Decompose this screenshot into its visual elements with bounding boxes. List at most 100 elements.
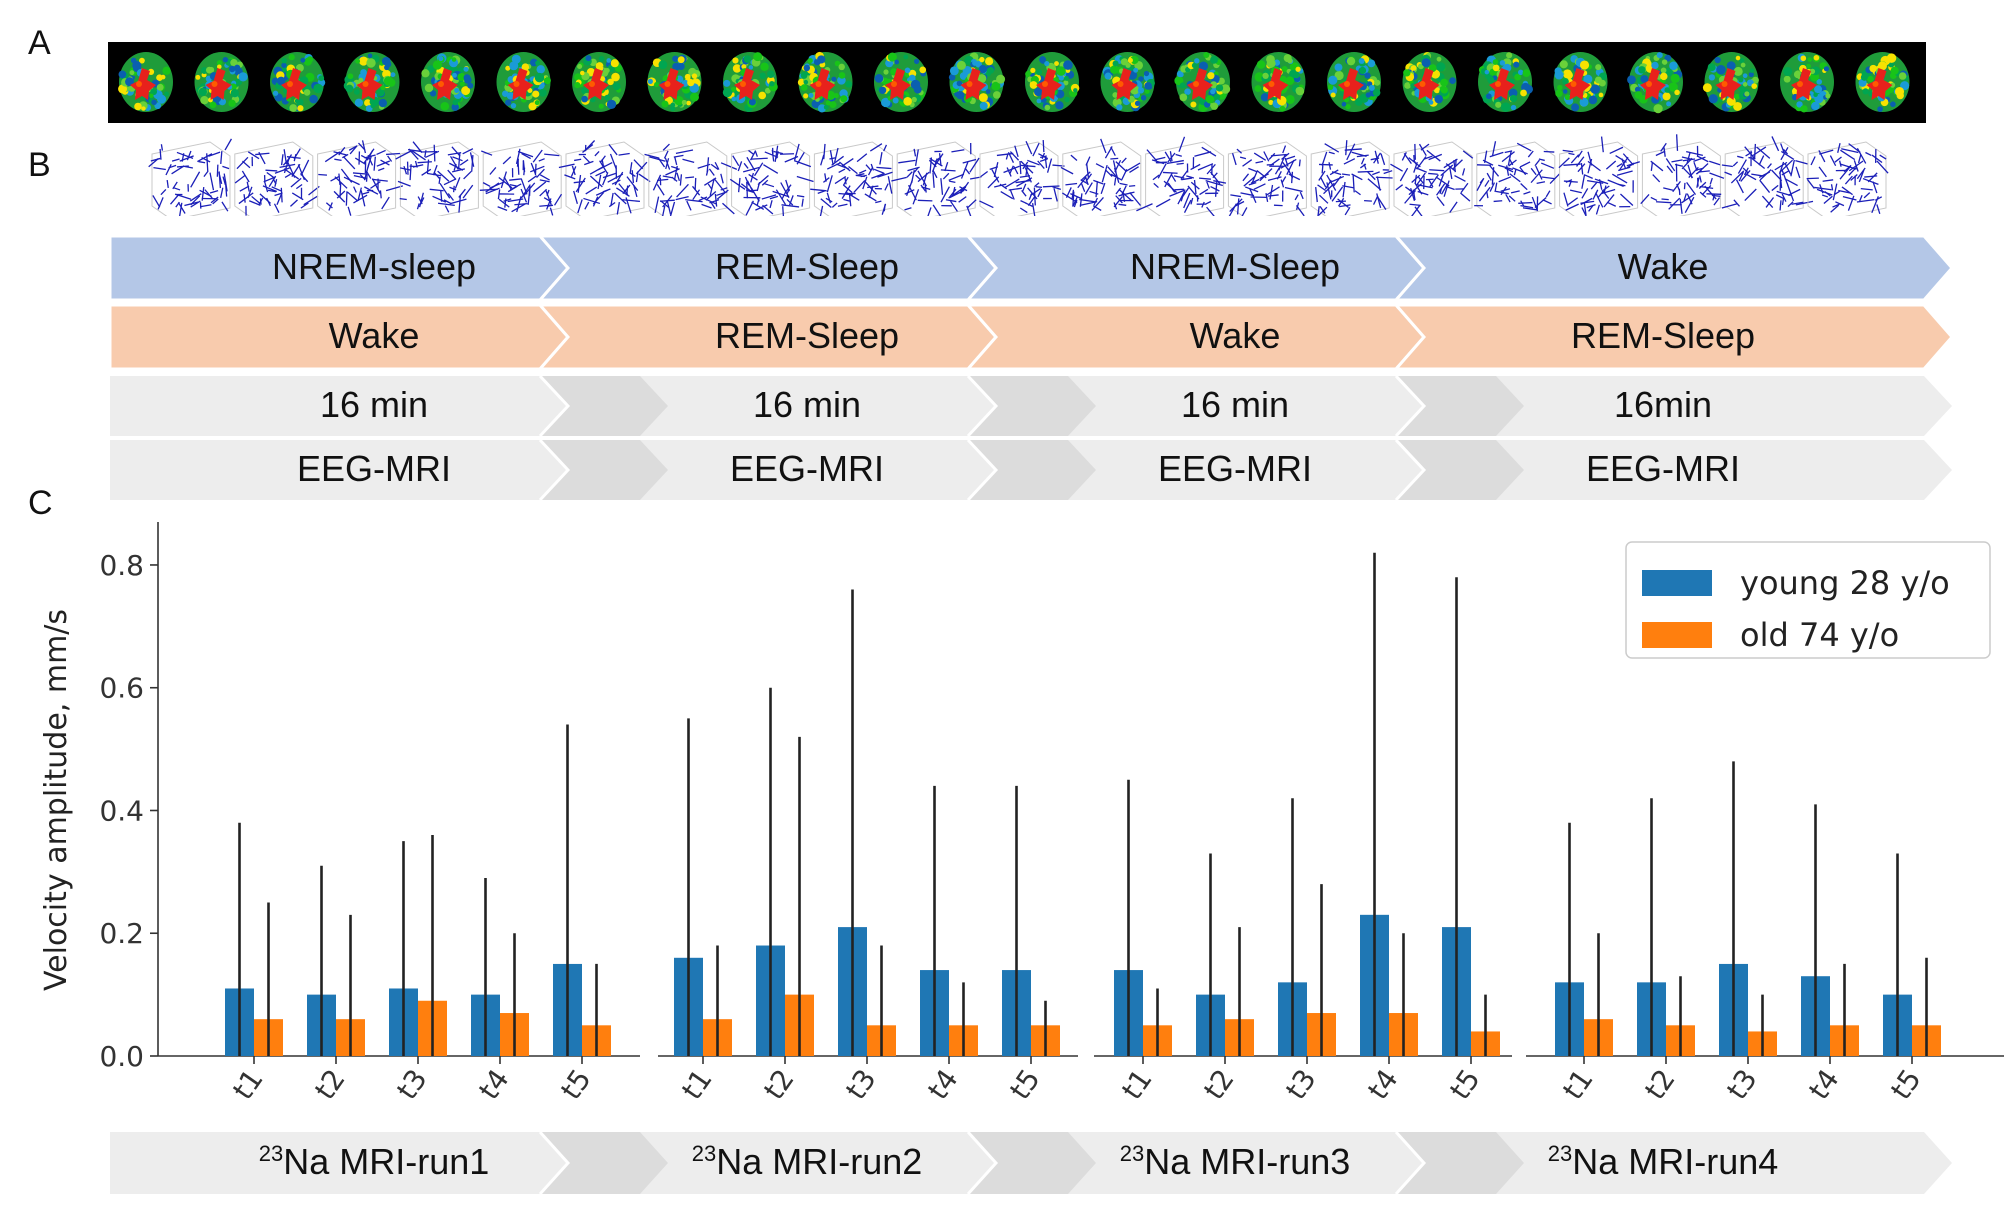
grey-gap-chevron-2 (968, 376, 1096, 436)
brain-slice (948, 52, 1006, 112)
chevron-label-row2-2: REM-Sleep (714, 315, 900, 356)
chevron-row-row1 (108, 234, 1954, 302)
chevron-label-row2-4: REM-Sleep (1570, 315, 1756, 356)
brain-slice (1327, 52, 1381, 112)
vector-field-cube (395, 141, 479, 216)
run-label-3: 23Na MRI-run3 (1035, 1141, 1435, 1183)
brain-slice (647, 52, 702, 112)
vector-field-cube (1390, 141, 1474, 216)
run-chevron-row (110, 1130, 1952, 1196)
x-tick-label: t5 (554, 1063, 598, 1106)
run-label-text: Na MRI-run2 (716, 1141, 923, 1182)
x-tick-label: t3 (1720, 1063, 1764, 1106)
chevron-label-row3-2: 16 min (752, 384, 862, 425)
chevron-row-row2 (108, 303, 1954, 371)
vector-field-cube (1721, 136, 1814, 216)
x-tick-label: t3 (1279, 1063, 1323, 1106)
brain-slice (1025, 52, 1080, 112)
x-tick-label: t4 (1802, 1063, 1846, 1106)
y-axis-title: Velocity amplitude, mm/s (39, 609, 74, 991)
chevron-label-row2-3: Wake (1189, 315, 1281, 356)
run-label-text: Na MRI-run1 (283, 1141, 490, 1182)
chevron-label-row3-1: 16 min (319, 384, 429, 425)
brain-slice (1553, 52, 1608, 112)
grey-gap-chevron-3 (1396, 376, 1524, 436)
x-tick-label: t4 (921, 1063, 965, 1106)
chevron-label-row1-1: NREM-sleep (271, 246, 477, 287)
panel-label-b: B (28, 146, 51, 184)
brain-slice (496, 52, 551, 112)
run-gap-chevron-1 (540, 1132, 668, 1194)
x-tick-label: t3 (839, 1063, 883, 1106)
run-isotope-superscript: 23 (1547, 1141, 1573, 1166)
vector-field-cube (1310, 140, 1393, 216)
brain-slice-strip (108, 42, 1926, 123)
velocity-bar-chart: 0.0 0.2 0.4 0.6 0.8 Velocity amplitude, mm/s t… (39, 522, 2004, 1106)
brain-slice (722, 52, 778, 112)
chevron-label-row3-3: 16 min (1180, 384, 1290, 425)
x-tick-label: t5 (1443, 1063, 1487, 1106)
grey-gap-chevron-2 (968, 440, 1096, 500)
brain-slice (1627, 52, 1683, 114)
chevron-label-row1-2: REM-Sleep (714, 246, 900, 287)
brain-slice (1100, 52, 1155, 112)
vector-field-cube (729, 141, 814, 216)
x-tick-label: t1 (1556, 1063, 1600, 1106)
brain-slice (1780, 52, 1834, 113)
brain-slice (1174, 51, 1231, 112)
x-tick-label: t1 (675, 1063, 719, 1106)
run-label-4: 23Na MRI-run4 (1463, 1141, 1863, 1183)
chevron-row2-4 (1392, 303, 1954, 371)
chevron-label-row4-1: EEG-MRI (296, 448, 451, 489)
vector-field-cube (234, 141, 320, 216)
brain-slice (1478, 52, 1533, 112)
x-tick-label: t2 (308, 1063, 352, 1106)
panel-label-a: A (28, 24, 51, 62)
x-tick-label: t5 (1003, 1063, 1047, 1106)
y-tick-label: 0.4 (99, 794, 144, 827)
x-tick-label: t2 (1197, 1063, 1241, 1106)
vector-field-cube (1227, 141, 1307, 216)
brain-slice (1855, 52, 1910, 112)
brain-slice (421, 52, 475, 112)
run-label-1: 23Na MRI-run1 (174, 1141, 574, 1183)
vector-field-cube (1474, 141, 1561, 216)
run-isotope-superscript: 23 (1119, 1141, 1145, 1166)
chevron-label-row4-4: EEG-MRI (1585, 448, 1740, 489)
x-tick-label: t1 (226, 1063, 270, 1106)
run-isotope-superscript: 23 (691, 1141, 717, 1166)
vector-field-cube (1806, 141, 1889, 216)
legend-box (1625, 541, 1991, 659)
grey-gap-chevron-1 (540, 440, 668, 500)
vector-field-cube (1136, 136, 1227, 216)
vector-field-cube (1558, 136, 1640, 216)
grey-gap-chevron-1 (540, 376, 668, 436)
x-tick-label: t4 (472, 1063, 516, 1106)
vector-field-cube (810, 141, 893, 216)
x-tick-label: t4 (1361, 1063, 1405, 1106)
chevron-row-row4 (110, 438, 1952, 502)
chart-legend: young 28 y/o old 74 y/o (1625, 541, 1991, 659)
brain-slice (194, 52, 249, 112)
vector-field-cube (558, 140, 651, 216)
brain-slice (874, 52, 928, 112)
chevron-label-row4-3: EEG-MRI (1157, 448, 1312, 489)
vector-field-cube (979, 140, 1065, 216)
vector-field-cube (1060, 138, 1142, 216)
legend-label-young: young 28 y/o (1740, 564, 1950, 602)
brain-slice (270, 52, 326, 112)
run-gap-chevron-3 (1396, 1132, 1524, 1194)
vector-field-cube (891, 141, 982, 216)
brain-slice (118, 52, 173, 112)
vector-field-cube (1640, 134, 1725, 216)
legend-swatch-old (1642, 622, 1712, 648)
vector-field-cube (479, 141, 563, 216)
vector-field-cube (148, 138, 233, 216)
chevron-label-row3-4: 16min (1613, 384, 1713, 425)
y-tick-label: 0.0 (99, 1040, 144, 1073)
x-tick-label: t1 (1115, 1063, 1159, 1106)
y-tick-label: 0.6 (99, 672, 144, 705)
chevron-row-row3 (110, 374, 1952, 438)
run-isotope-superscript: 23 (258, 1141, 284, 1166)
chevron-label-row4-2: EEG-MRI (729, 448, 884, 489)
